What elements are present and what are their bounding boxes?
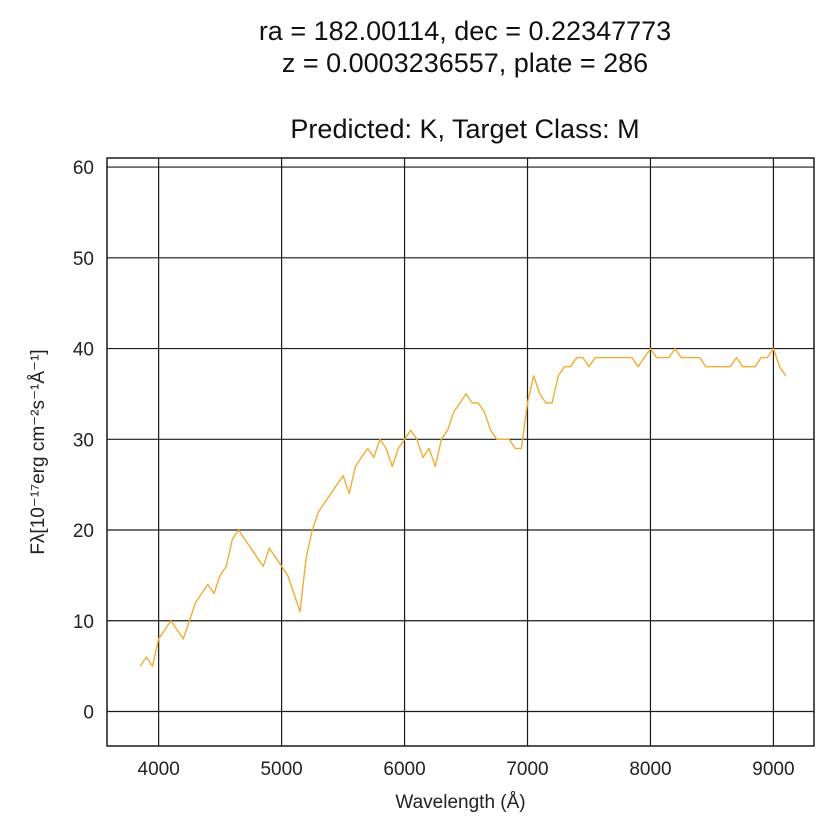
y-axis-ticks: 0 10 20 30 40 50 60 xyxy=(73,158,94,723)
y-tick-label: 10 xyxy=(73,612,94,633)
plot-area xyxy=(139,347,787,667)
plot-frame xyxy=(106,157,815,747)
y-tick-label: 20 xyxy=(73,521,94,542)
chart-title-line-1: ra = 182.00114, dec = 0.22347773 xyxy=(258,16,672,46)
x-axis-label: Wavelength (Å) xyxy=(395,792,525,813)
x-tick-label: 4000 xyxy=(138,759,180,780)
spectrum-line xyxy=(139,347,787,667)
y-axis-label: Fλ[10⁻¹⁷erg cm⁻²s⁻¹Å⁻¹] xyxy=(28,349,49,554)
x-tick-label: 9000 xyxy=(752,759,794,780)
x-tick-label: 5000 xyxy=(260,759,302,780)
y-tick-label: 60 xyxy=(73,158,94,179)
y-tick-label: 50 xyxy=(73,249,94,270)
x-axis-ticks: 4000 5000 6000 7000 8000 9000 xyxy=(138,759,795,780)
x-tick-label: 8000 xyxy=(629,759,671,780)
y-tick-label: 0 xyxy=(83,703,94,724)
y-tick-label: 30 xyxy=(73,430,94,451)
grid-lines xyxy=(107,158,814,746)
y-tick-label: 40 xyxy=(73,340,94,361)
x-tick-label: 7000 xyxy=(506,759,548,780)
x-tick-label: 6000 xyxy=(383,759,425,780)
chart-title-line-2: z = 0.0003236557, plate = 286 xyxy=(281,48,649,78)
chart-subtitle-prediction: Predicted: K, Target Class: M xyxy=(290,114,640,144)
